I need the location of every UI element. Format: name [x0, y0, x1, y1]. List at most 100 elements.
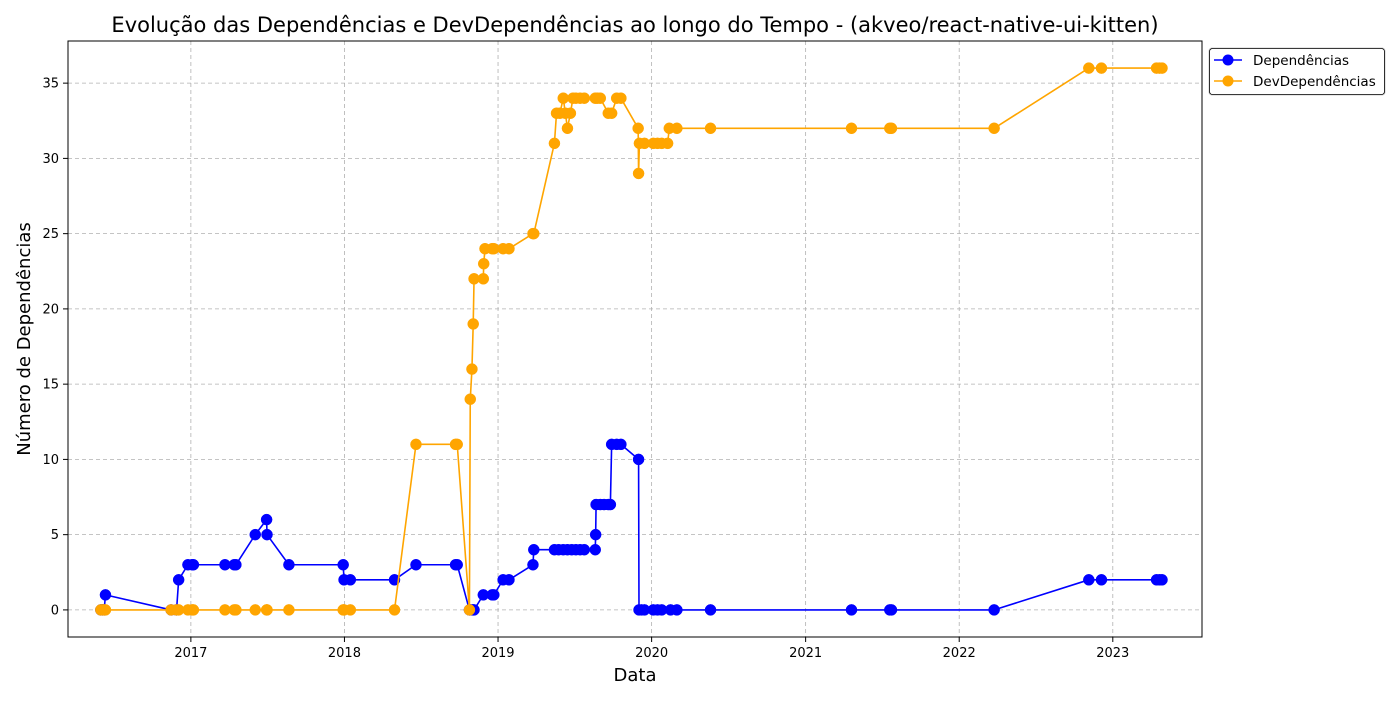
x-tick-label: 2021: [789, 646, 822, 661]
data-point-dependencias: [344, 574, 357, 586]
data-point-devdependencias: [187, 604, 200, 616]
y-axis-title: Número de Dependências: [14, 222, 35, 456]
data-point-devdependencias: [466, 363, 478, 375]
y-tick-label: 5: [51, 528, 59, 543]
data-point-dependencias: [845, 604, 858, 616]
legend-box: [1208, 47, 1386, 96]
data-point-dependencias: [337, 559, 349, 571]
data-point-devdependencias: [344, 604, 357, 616]
data-point-dependencias: [410, 559, 422, 571]
legend-marker-devdependencias: [1222, 75, 1234, 87]
data-point-dependencias: [249, 528, 261, 541]
data-point-dependencias: [704, 604, 717, 616]
data-point-dependencias: [488, 589, 500, 601]
data-point-devdependencias: [410, 438, 422, 451]
data-point-dependencias: [671, 604, 683, 616]
data-point-devdependencias: [261, 604, 273, 616]
y-tick-label: 0: [51, 603, 59, 618]
data-point-dependencias: [451, 559, 463, 571]
y-tick-label: 20: [42, 302, 59, 317]
x-tick-label: 2017: [174, 646, 207, 661]
legend-box-border: [1209, 48, 1385, 95]
data-point-devdependencias: [605, 107, 618, 119]
plot-area-frame: [67, 40, 1203, 638]
data-point-dependencias: [1095, 574, 1108, 586]
data-point-devdependencias: [467, 318, 479, 330]
data-point-dependencias: [172, 574, 185, 586]
legend-label-dependencias: Dependências: [1253, 53, 1349, 69]
legend: Dependências DevDependências: [1208, 47, 1386, 96]
data-point-devdependencias: [704, 122, 717, 135]
data-point-devdependencias: [988, 122, 1000, 135]
chart-title: Evolução das Dependências e DevDependênc…: [111, 13, 1158, 37]
data-point-dependencias: [260, 513, 273, 526]
data-point-devdependencias: [528, 227, 540, 240]
data-point-dependencias: [1083, 574, 1095, 586]
data-point-dependencias: [99, 589, 112, 601]
x-tick-label: 2018: [328, 646, 361, 661]
data-point-dependencias: [578, 543, 591, 556]
data-point-devdependencias: [477, 258, 490, 270]
data-point-devdependencias: [464, 393, 477, 405]
data-point-devdependencias: [1083, 62, 1095, 74]
x-tick-label: 2020: [635, 646, 668, 661]
series-lines: [95, 62, 1168, 616]
data-point-devdependencias: [230, 604, 242, 616]
y-tick-label: 30: [42, 152, 59, 167]
legend-marker-dependencias: [1222, 54, 1234, 66]
data-point-devdependencias: [632, 167, 645, 180]
data-point-devdependencias: [477, 273, 490, 285]
data-point-devdependencias: [388, 604, 401, 616]
series-devdependencias: [95, 62, 1168, 616]
data-point-dependencias: [604, 498, 617, 511]
data-point-devdependencias: [885, 122, 898, 135]
data-point-dependencias: [230, 559, 242, 571]
data-point-devdependencias: [632, 122, 644, 135]
data-point-devdependencias: [99, 604, 112, 616]
data-point-dependencias: [283, 559, 295, 571]
y-tick-label: 35: [42, 77, 59, 92]
x-axis-title: Data: [614, 665, 657, 686]
data-point-devdependencias: [249, 604, 261, 616]
y-tick-label: 15: [42, 378, 59, 393]
series-line-dependencias: [100, 443, 1163, 611]
legend-label-devdependencias: DevDependências: [1253, 74, 1376, 90]
x-tick-label: 2019: [481, 646, 514, 661]
data-point-dependencias: [528, 543, 540, 556]
data-point-devdependencias: [1156, 62, 1168, 74]
data-point-devdependencias: [845, 122, 858, 135]
data-point-devdependencias: [615, 92, 627, 104]
data-point-dependencias: [885, 604, 898, 616]
data-point-devdependencias: [594, 92, 607, 104]
data-point-devdependencias: [283, 604, 295, 616]
data-point-dependencias: [988, 604, 1000, 616]
data-point-devdependencias: [503, 242, 515, 255]
data-point-dependencias: [527, 559, 539, 571]
data-point-dependencias: [589, 528, 602, 541]
data-point-devdependencias: [548, 137, 561, 150]
data-point-devdependencias: [557, 92, 570, 104]
data-point-devdependencias: [564, 107, 577, 119]
data-point-devdependencias: [671, 122, 683, 135]
y-tick-label: 25: [42, 227, 59, 242]
x-tick-label: 2023: [1096, 646, 1129, 661]
data-point-dependencias: [1156, 574, 1168, 586]
data-point-dependencias: [187, 559, 200, 571]
data-point-devdependencias: [578, 92, 591, 104]
axis-ticks: 2017 2018 2019 2020 2021 2022 2023 0 5 10 15 20 25 30…: [42, 77, 1129, 661]
data-point-devdependencias: [1095, 62, 1108, 74]
data-point-devdependencias: [463, 604, 476, 616]
y-tick-label: 10: [42, 453, 59, 468]
data-point-dependencias: [589, 543, 601, 556]
data-point-dependencias: [503, 574, 515, 586]
x-tick-label: 2022: [943, 646, 976, 661]
data-point-devdependencias: [661, 137, 674, 150]
data-point-dependencias: [615, 438, 627, 451]
data-point-dependencias: [261, 528, 273, 541]
data-point-devdependencias: [451, 438, 463, 451]
data-point-devdependencias: [561, 122, 574, 135]
data-point-dependencias: [632, 453, 645, 466]
series-dependencias: [95, 438, 1168, 616]
